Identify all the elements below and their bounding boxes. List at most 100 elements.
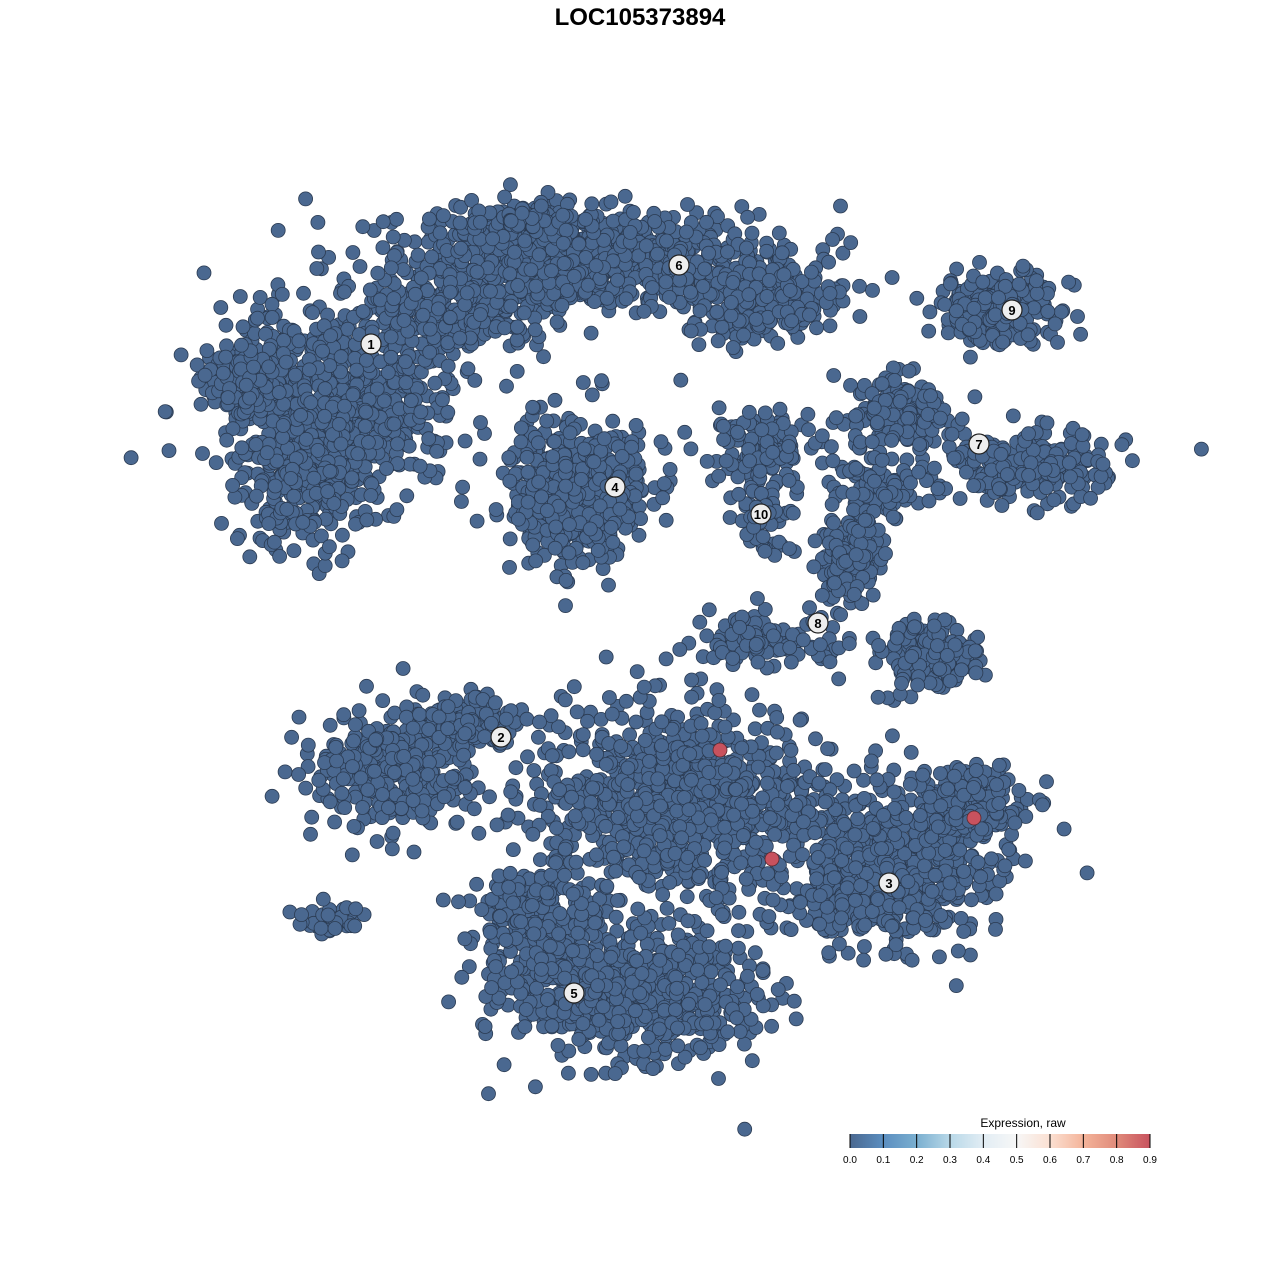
cell-point xyxy=(292,768,306,782)
cell-point xyxy=(249,438,263,452)
cell-point xyxy=(815,588,829,602)
cell-point xyxy=(526,538,540,552)
cell-point xyxy=(422,755,436,769)
cell-point xyxy=(654,435,668,449)
cell-point xyxy=(684,442,698,456)
cell-point xyxy=(310,262,324,276)
cell-point xyxy=(351,447,365,461)
cell-point xyxy=(499,712,513,726)
cell-point xyxy=(868,474,882,488)
cell-point xyxy=(895,676,909,690)
cell-point xyxy=(556,208,570,222)
cell-point xyxy=(273,549,287,563)
cell-point xyxy=(879,547,893,561)
cell-point xyxy=(371,266,385,280)
cell-point xyxy=(1006,409,1020,423)
cell-point xyxy=(629,418,643,432)
cell-point xyxy=(322,540,336,554)
cell-point xyxy=(693,615,707,629)
cell-point xyxy=(437,790,451,804)
cell-point xyxy=(893,394,907,408)
cell-point xyxy=(312,773,326,787)
cell-point xyxy=(715,320,729,334)
cell-point xyxy=(458,727,472,741)
cell-point xyxy=(265,789,279,803)
cell-point xyxy=(886,510,900,524)
cell-point xyxy=(267,535,281,549)
cell-point xyxy=(847,587,861,601)
cell-point xyxy=(557,256,571,270)
cell-point xyxy=(766,445,780,459)
cell-point xyxy=(500,379,514,393)
cell-point xyxy=(386,230,400,244)
cell-point xyxy=(509,761,523,775)
cell-point xyxy=(311,215,325,229)
cell-point xyxy=(829,411,843,425)
cell-point xyxy=(413,707,427,721)
cell-point xyxy=(611,273,625,287)
cell-point xyxy=(684,285,698,299)
cell-point xyxy=(247,360,261,374)
cell-point xyxy=(921,407,935,421)
cell-point xyxy=(335,528,349,542)
cell-point xyxy=(645,281,659,295)
cell-point xyxy=(535,490,549,504)
cell-point xyxy=(760,244,774,258)
cell-point xyxy=(626,205,640,219)
cell-point xyxy=(941,326,955,340)
cell-point xyxy=(534,199,548,213)
cell-point xyxy=(865,435,879,449)
cell-point xyxy=(511,512,525,526)
cell-point xyxy=(606,214,620,228)
cell-point xyxy=(316,344,330,358)
cell-point xyxy=(741,210,755,224)
cell-point xyxy=(364,489,378,503)
cell-point xyxy=(950,304,964,318)
cell-point xyxy=(587,455,601,469)
cell-point xyxy=(453,216,467,230)
cell-point xyxy=(762,273,776,287)
cell-point xyxy=(1024,456,1038,470)
cell-point xyxy=(955,663,969,677)
cell-point xyxy=(1041,305,1055,319)
cell-point xyxy=(773,402,787,416)
cell-point xyxy=(436,209,450,223)
cell-point xyxy=(280,502,294,516)
cell-point xyxy=(345,471,359,485)
cell-point xyxy=(813,638,827,652)
cell-point xyxy=(454,495,468,509)
cell-point xyxy=(988,308,1002,322)
cell-point xyxy=(526,400,540,414)
cell-point xyxy=(387,249,401,263)
cell-point xyxy=(197,266,211,280)
cell-point xyxy=(544,264,558,278)
cell-point xyxy=(321,485,335,499)
cell-point xyxy=(858,513,872,527)
cell-point xyxy=(503,532,517,546)
cell-point xyxy=(502,451,516,465)
cell-point xyxy=(360,513,374,527)
cell-point xyxy=(755,423,769,437)
cell-point xyxy=(562,518,576,532)
cell-point xyxy=(750,592,764,606)
cell-point xyxy=(953,492,967,506)
cell-point xyxy=(548,393,562,407)
cell-point xyxy=(278,765,292,779)
cell-point xyxy=(637,304,651,318)
cell-point xyxy=(844,236,858,250)
cell-point xyxy=(337,708,351,722)
cell-point xyxy=(510,320,524,334)
cell-point xyxy=(1029,274,1043,288)
cell-point xyxy=(328,815,342,829)
cell-point xyxy=(338,399,352,413)
cell-point xyxy=(285,730,299,744)
cell-point xyxy=(296,515,310,529)
cell-point xyxy=(239,378,253,392)
cell-point xyxy=(385,842,399,856)
cell-point xyxy=(712,469,726,483)
points-layer xyxy=(124,178,1208,1136)
cell-point xyxy=(994,447,1008,461)
cell-point xyxy=(370,835,384,849)
cell-point xyxy=(215,516,229,530)
cell-point xyxy=(460,286,474,300)
